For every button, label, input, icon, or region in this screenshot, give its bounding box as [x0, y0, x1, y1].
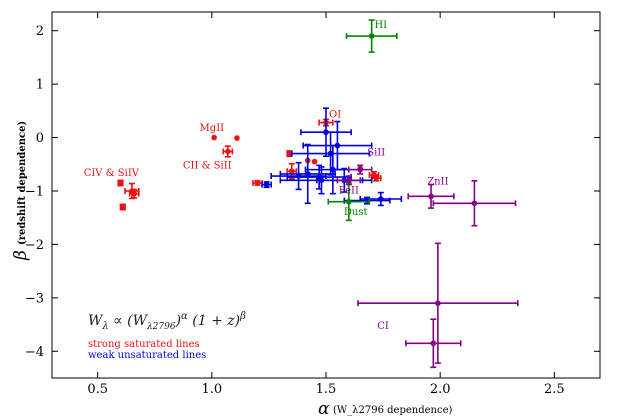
- data-point: [348, 164, 373, 175]
- x-tick-label: 1.5: [316, 382, 337, 397]
- axis-ticks: 0.5 1.0 1.5 2.0 2.5 2 1 0 −1 −2 −3 −4: [25, 12, 600, 397]
- data-point: [117, 179, 124, 187]
- series-0: [117, 118, 382, 211]
- y-tick-label: 1: [36, 78, 44, 93]
- annotation-label: CII & SiII: [183, 161, 232, 172]
- x-axis-label-sub: (W_λ2796 dependence): [333, 405, 453, 416]
- point-marker: [131, 190, 137, 197]
- series-1: [261, 107, 403, 207]
- y-tick-label: −1: [25, 184, 44, 199]
- point-marker: [211, 134, 217, 141]
- y-tick-label: −2: [25, 238, 44, 253]
- x-tick-label: 0.5: [87, 382, 108, 397]
- data-point: [252, 179, 263, 186]
- data-point: [405, 318, 462, 369]
- annotation-label: HI: [374, 20, 387, 31]
- annotation-label: CI: [377, 321, 389, 332]
- data-point: [432, 180, 517, 227]
- x-tick-label: 1.0: [201, 382, 222, 397]
- x-tick-label: 2.5: [544, 382, 565, 397]
- point-marker: [311, 158, 318, 165]
- point-marker: [346, 177, 352, 184]
- point-marker: [225, 148, 231, 155]
- point-marker: [327, 150, 334, 157]
- legend-entry-weak: weak unsaturated lines: [88, 350, 206, 361]
- data-point: [359, 191, 403, 207]
- data-marks: [117, 19, 519, 369]
- data-point: [311, 158, 318, 165]
- annotation-label: FeII: [339, 186, 359, 197]
- point-marker: [119, 204, 126, 210]
- point-marker: [373, 175, 380, 181]
- annotation-label: SiII: [367, 148, 385, 159]
- data-point: [222, 145, 234, 158]
- point-marker: [357, 166, 364, 173]
- data-point: [357, 242, 519, 364]
- formula-text: Wλ ∝ (Wλ2796)α (1 + z)β: [88, 311, 246, 332]
- point-marker: [435, 300, 441, 306]
- y-tick-label: 2: [36, 24, 44, 39]
- data-point: [300, 107, 352, 158]
- data-point: [336, 175, 362, 186]
- data-point: [234, 135, 240, 141]
- annotation-label: Dust: [344, 207, 368, 218]
- x-tick-label: 2.0: [430, 382, 451, 397]
- data-point: [211, 134, 217, 141]
- point-marker: [346, 198, 352, 205]
- y-axis-label-main: β: [11, 250, 31, 261]
- point-marker: [378, 196, 384, 202]
- series-2: [327, 19, 398, 222]
- point-marker: [263, 181, 270, 188]
- annotation-label: CIV & SiIV: [84, 168, 140, 179]
- point-marker: [330, 166, 336, 173]
- data-point: [124, 182, 140, 200]
- series-3: [336, 164, 519, 369]
- annotation-label: MgII: [200, 123, 225, 134]
- point-marker: [430, 340, 437, 347]
- data-point: [261, 181, 273, 189]
- point-marker: [254, 180, 261, 186]
- x-axis-label-main: α: [318, 399, 330, 419]
- y-axis-label: β (redshift dependence): [11, 121, 31, 261]
- legend-entry-strong: strong saturated lines: [88, 339, 200, 350]
- data-point: [407, 183, 455, 209]
- point-marker: [334, 142, 341, 149]
- x-axis-label: α (W_λ2796 dependence): [318, 399, 453, 419]
- point-marker: [368, 33, 375, 39]
- y-axis-label-sub: (redshift dependence): [17, 121, 28, 245]
- annotation-label: OI: [329, 109, 341, 120]
- point-marker: [428, 193, 434, 200]
- y-tick-label: −4: [25, 345, 44, 360]
- point-annotations: HI MgII OI SiII CII & SiII CIV & SiIV FeII ZnII…: [84, 20, 449, 332]
- point-marker: [295, 173, 302, 179]
- data-point: [290, 131, 371, 176]
- point-marker: [288, 168, 295, 175]
- point-marker: [286, 150, 293, 157]
- y-tick-label: 0: [36, 131, 44, 146]
- point-marker: [471, 200, 478, 207]
- data-point: [345, 19, 398, 53]
- annotation-label: ZnII: [427, 177, 448, 188]
- point-marker: [117, 180, 124, 186]
- y-tick-label: −3: [25, 291, 44, 306]
- data-point: [128, 188, 140, 199]
- data-point: [302, 120, 373, 171]
- point-marker: [323, 129, 329, 136]
- data-point: [119, 203, 126, 211]
- point-marker: [234, 135, 240, 141]
